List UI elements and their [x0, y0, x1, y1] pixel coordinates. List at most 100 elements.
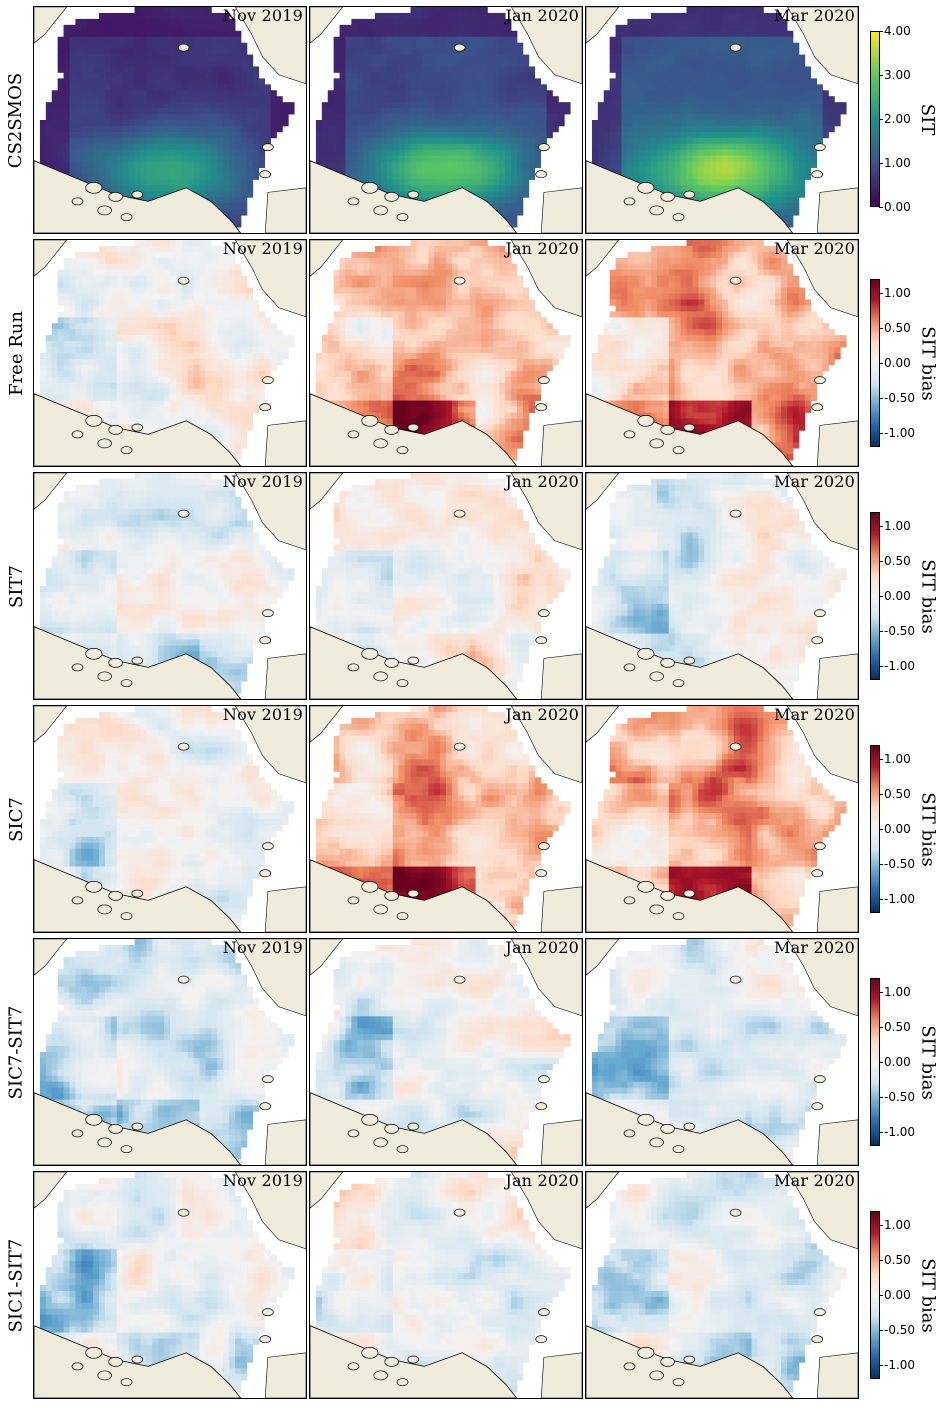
grid-cell	[81, 376, 88, 384]
grid-cell	[128, 412, 135, 419]
grid-cell	[211, 376, 218, 384]
grid-cell	[645, 102, 652, 109]
grid-cell	[211, 137, 218, 145]
grid-cell	[81, 275, 88, 283]
grid-cell	[621, 102, 628, 109]
grid-cell	[410, 149, 417, 157]
grid-cell	[816, 137, 823, 145]
grid-cell	[511, 185, 518, 192]
grid-cell	[134, 240, 141, 247]
grid-cell	[152, 185, 159, 192]
grid-cell	[375, 96, 382, 103]
grid-cell	[87, 114, 94, 121]
grid-cell	[369, 114, 376, 121]
grid-cell	[451, 179, 459, 186]
grid-cell	[816, 108, 823, 115]
grid-cell	[511, 209, 518, 216]
grid-cell	[633, 78, 640, 85]
grid-cell	[164, 412, 171, 419]
grid-cell	[205, 191, 212, 198]
grid-cell	[457, 102, 465, 109]
grid-cell	[469, 125, 476, 133]
grid-cell	[152, 114, 159, 121]
grid-cell	[158, 114, 165, 121]
grid-cell	[217, 382, 224, 390]
grid-cell	[57, 108, 64, 115]
grid-cell	[258, 161, 266, 168]
grid-cell	[128, 96, 135, 103]
grid-cell	[704, 191, 711, 198]
grid-cell	[722, 179, 729, 186]
grid-cell	[434, 137, 441, 145]
grid-cell	[205, 120, 212, 127]
grid-cell	[392, 245, 400, 253]
grid-cell	[87, 305, 94, 312]
grid-cell	[327, 137, 335, 145]
grid-cell	[710, 131, 717, 139]
grid-cell	[140, 179, 147, 186]
grid-cell	[751, 30, 758, 38]
grid-cell	[522, 179, 530, 186]
grid-cell	[116, 311, 124, 318]
grid-cell	[235, 370, 242, 378]
grid-cell	[410, 240, 417, 247]
grid-cell	[487, 30, 494, 38]
grid-cell	[739, 30, 747, 38]
grid-cell	[217, 305, 224, 312]
grid-cell	[258, 317, 266, 324]
grid-cell	[223, 394, 230, 401]
grid-cell	[240, 197, 248, 204]
grid-cell	[264, 137, 271, 145]
grid-cell	[229, 48, 236, 55]
map-panel: Jan 2020	[309, 239, 583, 467]
grid-cell	[446, 48, 453, 55]
grid-cell	[128, 311, 135, 318]
grid-cell	[662, 90, 670, 97]
grid-cell	[258, 394, 266, 401]
grid-cell	[357, 30, 364, 38]
grid-cell	[110, 317, 118, 324]
grid-cell	[158, 347, 165, 354]
grid-cell	[235, 376, 242, 384]
grid-cell	[158, 131, 165, 139]
grid-cell	[146, 323, 153, 330]
grid-cell	[404, 143, 411, 151]
land-mass	[540, 187, 582, 233]
grid-cell	[597, 131, 605, 139]
grid-cell	[128, 30, 135, 38]
grid-cell	[134, 7, 141, 14]
grid-cell	[104, 299, 112, 306]
grid-cell	[674, 54, 682, 61]
grid-cell	[722, 96, 729, 103]
grid-cell	[769, 66, 776, 73]
grid-cell	[63, 281, 70, 288]
grid-cell	[122, 400, 130, 407]
grid-cell	[110, 78, 118, 85]
grid-cell	[63, 108, 70, 115]
grid-cell	[434, 96, 441, 103]
grid-cell	[69, 161, 76, 168]
grid-cell	[75, 341, 82, 348]
grid-cell	[134, 376, 141, 384]
grid-cell	[834, 102, 841, 109]
grid-cell	[733, 30, 741, 38]
grid-cell	[229, 108, 236, 115]
grid-cell	[446, 84, 453, 91]
grid-cell	[205, 18, 212, 26]
grid-cell	[87, 120, 94, 127]
grid-cell	[457, 66, 465, 73]
grid-cell	[552, 108, 559, 115]
grid-cell	[597, 102, 605, 109]
grid-cell	[164, 400, 171, 407]
grid-cell	[223, 424, 230, 431]
grid-cell	[240, 131, 248, 139]
grid-cell	[787, 137, 794, 145]
grid-cell	[499, 209, 506, 216]
grid-cell	[727, 114, 735, 121]
grid-cell	[246, 370, 254, 378]
grid-cell	[327, 96, 335, 103]
grid-cell	[51, 114, 59, 121]
grid-cell	[345, 120, 352, 127]
grid-cell	[428, 155, 435, 163]
grid-cell	[134, 24, 141, 32]
